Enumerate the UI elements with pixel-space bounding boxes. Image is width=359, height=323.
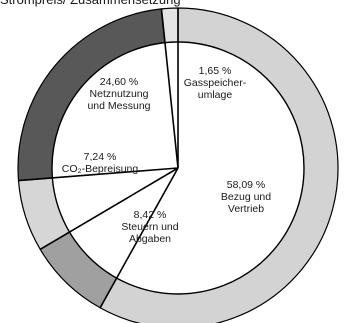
separator-1	[99, 167, 179, 309]
slice-separators	[18, 8, 179, 309]
slice-label-1-2: Abgaben	[129, 233, 171, 245]
slice-label-0-2: Vertrieb	[228, 203, 264, 215]
separator-4	[160, 8, 179, 169]
page-header-text: Strompreis/ Zusammensetzung	[0, 0, 359, 10]
separator-3	[18, 167, 179, 182]
separator-2	[39, 167, 179, 251]
slice-label-4-1: Gasspeicher-	[184, 77, 247, 89]
slice-label-3-2: und Messung	[87, 100, 150, 112]
slice-label-3-1: Netznutzung	[90, 88, 149, 100]
slice-value-label-0: 58,09 %	[227, 179, 266, 191]
slice-label-4-2: umlage	[198, 89, 233, 101]
slice-value-label-1: 8,42 %	[134, 209, 167, 221]
slice-label-1-1: Steuern und	[121, 221, 178, 233]
slice-label-0-1: Bezug und	[221, 191, 271, 203]
slice-value-label-3: 24,60 %	[100, 76, 139, 88]
slice-value-label-2: 7,24 %	[84, 151, 117, 163]
slice-label-2-1: CO₂-Bepreisung	[62, 163, 139, 175]
slice-value-label-4: 1,65 %	[199, 65, 232, 77]
